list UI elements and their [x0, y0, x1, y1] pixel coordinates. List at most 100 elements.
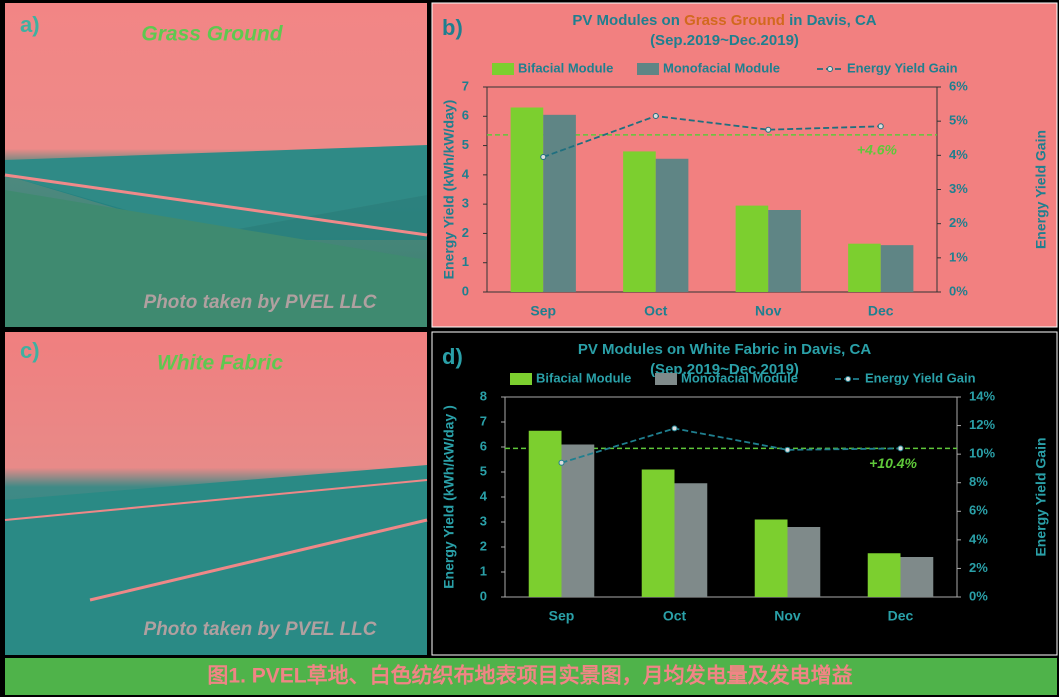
x-tick-label: Sep	[530, 303, 556, 319]
bar	[754, 519, 788, 597]
chart-subtitle: (Sep.2019~Dec.2019)	[650, 32, 799, 49]
y2-tick-label: 10%	[969, 446, 995, 461]
rail	[4, 173, 428, 237]
y2-tick-label: 14%	[969, 388, 995, 403]
photo-title: Grass Ground	[141, 23, 283, 46]
y2-tick-label: 4%	[969, 531, 988, 546]
chart-subtitle: (Sep.2019~Dec.2019)	[650, 361, 799, 378]
x-tick-label: Dec	[868, 303, 894, 319]
legend-label: Energy Yield Gain	[865, 370, 976, 385]
gain-line	[561, 427, 901, 464]
x-tick-label: Nov	[755, 303, 782, 319]
legend-swatch	[845, 376, 851, 382]
bar	[510, 107, 544, 292]
y2-axis-label: Energy Yield Gain	[1033, 437, 1049, 556]
y2-tick-label: 6%	[949, 78, 968, 93]
bar	[641, 469, 675, 597]
gain-point	[671, 425, 678, 432]
grass	[5, 190, 427, 327]
y-tick-label: 0	[462, 283, 469, 298]
gain-point	[540, 154, 547, 161]
y-tick-label: 3	[480, 513, 487, 528]
panel-label: b)	[442, 15, 463, 40]
y2-tick-label: 12%	[969, 417, 995, 432]
y-tick-label: 2	[462, 225, 469, 240]
y2-tick-label: 2%	[969, 560, 988, 575]
rail	[89, 518, 428, 602]
bar	[848, 243, 881, 292]
bar	[674, 483, 708, 597]
title-part: PV Modules on	[572, 12, 684, 29]
title-part: in Davis, CA	[785, 12, 877, 29]
panels	[5, 465, 427, 655]
photo-credit: Photo taken by PVEL LLC	[144, 619, 377, 640]
panel-label: a)	[20, 12, 40, 37]
gain-point	[765, 126, 772, 133]
y-tick-label: 1	[462, 254, 469, 269]
y-axis-label: Energy Yield (kWh/kW/day)	[441, 100, 457, 280]
y-tick-label: 4	[462, 166, 470, 181]
reference-label: +4.6%	[857, 142, 898, 158]
title-part: Grass Ground	[684, 12, 785, 29]
x-tick-label: Sep	[549, 608, 575, 624]
chart-title: PV Modules on Grass Ground in Davis, CA	[572, 12, 876, 29]
photo-title: White Fabric	[157, 352, 283, 375]
bar	[543, 114, 576, 292]
y-tick-label: 7	[480, 413, 487, 428]
legend-label: Monofacial Module	[681, 370, 798, 385]
caption-bar	[5, 658, 1057, 695]
bar	[561, 444, 595, 597]
legend-label: Energy Yield Gain	[847, 60, 958, 75]
x-tick-label: Nov	[774, 608, 801, 624]
y2-tick-label: 1%	[949, 249, 968, 264]
bar	[880, 245, 914, 292]
bar	[735, 205, 769, 292]
y-tick-label: 6	[480, 438, 487, 453]
legend-label: Bifacial Module	[518, 60, 613, 75]
legend-swatch	[827, 66, 833, 72]
legend-label: Bifacial Module	[536, 370, 631, 385]
photo-c: c) White Fabric Photo taken by PVEL LLC	[4, 332, 428, 655]
y2-tick-label: 3%	[949, 181, 968, 196]
y2-tick-label: 0%	[949, 283, 968, 298]
x-tick-label: Dec	[888, 608, 914, 624]
y-tick-label: 0	[480, 588, 487, 603]
y-tick-label: 6	[462, 108, 469, 123]
caption: 图1. PVEL草地、白色纺织布地表项目实景图，月均发电量及发电增益	[207, 664, 852, 688]
panel-label: c)	[20, 338, 40, 363]
y2-tick-label: 5%	[949, 113, 968, 128]
title-part: PV Modules on White Fabric in Davis, CA	[578, 341, 872, 358]
gain-point	[558, 459, 565, 466]
panels	[5, 145, 427, 235]
bar	[787, 527, 821, 597]
y-tick-label: 8	[480, 388, 487, 403]
y2-axis-label: Energy Yield Gain	[1033, 130, 1049, 249]
y2-tick-label: 4%	[949, 147, 968, 162]
x-tick-label: Oct	[644, 303, 668, 319]
gain-point	[652, 113, 659, 120]
bar	[900, 557, 934, 597]
photo-credit: Photo taken by PVEL LLC	[144, 292, 377, 313]
y2-tick-label: 8%	[969, 474, 988, 489]
legend-swatch	[492, 63, 514, 75]
y-tick-label: 7	[462, 78, 469, 93]
x-tick-label: Oct	[663, 608, 687, 624]
y-tick-label: 5	[480, 463, 487, 478]
gain-point	[784, 446, 791, 453]
rail	[4, 479, 428, 521]
reference-label: +10.4%	[869, 455, 917, 471]
y2-tick-label: 2%	[949, 215, 968, 230]
y-tick-label: 2	[480, 538, 487, 553]
gain-line	[542, 115, 881, 158]
bar	[867, 553, 901, 597]
panel-label: d)	[442, 344, 463, 369]
y-tick-label: 1	[480, 563, 487, 578]
panels	[5, 175, 427, 240]
legend-swatch	[637, 63, 659, 75]
y-tick-label: 3	[462, 196, 469, 211]
chart-title: PV Modules on White Fabric in Davis, CA	[578, 341, 872, 358]
gain-point	[877, 123, 884, 130]
bar	[768, 210, 801, 292]
legend-swatch	[655, 373, 677, 385]
